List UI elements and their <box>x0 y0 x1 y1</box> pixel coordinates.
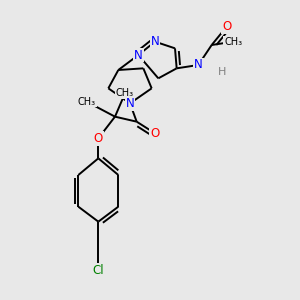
Text: N: N <box>194 58 203 71</box>
Text: CH₃: CH₃ <box>224 37 242 47</box>
Text: CH₃: CH₃ <box>116 88 134 98</box>
Text: O: O <box>222 20 231 33</box>
Text: Cl: Cl <box>92 263 104 277</box>
Text: N: N <box>126 97 134 110</box>
Text: O: O <box>94 132 103 145</box>
Text: N: N <box>151 35 159 48</box>
Text: N: N <box>134 49 143 62</box>
Text: CH₃: CH₃ <box>78 97 96 107</box>
Text: H: H <box>218 67 226 77</box>
Text: O: O <box>150 127 160 140</box>
